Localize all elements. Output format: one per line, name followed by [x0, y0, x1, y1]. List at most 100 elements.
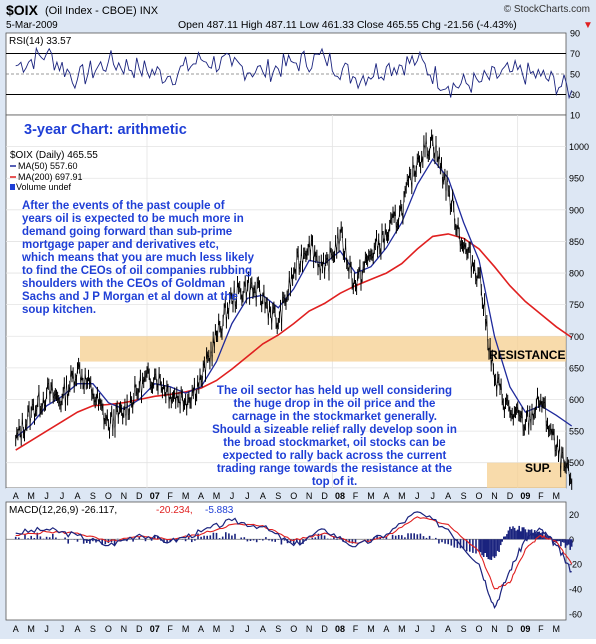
macd-tick-label: -60: [569, 609, 582, 619]
x-tick-label: O: [105, 624, 112, 634]
price-bands: [80, 336, 566, 488]
x-tick-label: A: [74, 624, 80, 634]
x-tick-label: M: [398, 491, 406, 501]
price-series: [15, 129, 573, 490]
price-tick-label: 850: [569, 237, 584, 247]
macd-tick-label: 20: [569, 510, 579, 520]
rsi-line: [15, 46, 573, 100]
rsi-tick-label: 30: [570, 90, 580, 100]
chart-date: 5-Mar-2009: [6, 20, 58, 31]
rsi-label: RSI(14) 33.57: [9, 36, 72, 47]
resistance-label: RESISTANCE: [489, 348, 565, 362]
x-tick-label: F: [538, 624, 544, 634]
price-axis: 500 550 600 650 700 750 800 850 900 950 1000: [569, 142, 589, 468]
x-tick-label: N: [491, 624, 498, 634]
x-tick-label: S: [275, 491, 281, 501]
macd-panel: [5, 501, 567, 621]
x-tick-label: A: [383, 624, 389, 634]
macd-line: [15, 511, 572, 609]
macd-signal-label: -20.234,: [156, 505, 193, 516]
support-band: [487, 462, 566, 488]
rsi-tick-label: 70: [570, 49, 580, 59]
x-tick-label: M: [367, 624, 375, 634]
x-tick-label: O: [290, 491, 297, 501]
x-tick-label: J: [415, 491, 420, 501]
x-axis-bottom: A M J J A S O N D 07 F M A M J J A S O N D 08 F M A M J J A S O N D 09 F M: [13, 624, 560, 634]
rsi-tick-label: 90: [570, 29, 580, 39]
x-tick-label: M: [553, 624, 561, 634]
x-tick-label: O: [476, 491, 483, 501]
x-tick-label: D: [321, 491, 328, 501]
annotation-oil-demand: After the events of the past couple of y…: [22, 200, 255, 316]
x-tick-label: J: [60, 624, 65, 634]
x-tick-label: A: [260, 491, 266, 501]
x-tick-label: 09: [520, 491, 530, 501]
stockcharts-brand: © StockCharts.com: [504, 4, 590, 15]
x-tick-label: M: [27, 624, 35, 634]
x-tick-label: M: [182, 491, 190, 501]
chart-symbol: $OIX: [6, 2, 39, 18]
chart-symbol-description: (Oil Index - CBOE) INX: [45, 5, 159, 17]
x-tick-label: J: [245, 624, 250, 634]
macd-series: [15, 511, 573, 609]
rsi-axis: 90 70 50 30 10: [6, 29, 580, 121]
price-tick-label: 650: [569, 363, 584, 373]
x-tick-label: J: [44, 491, 49, 501]
macd-tick-label: -40: [569, 584, 582, 594]
x-tick-label: S: [90, 624, 96, 634]
x-tick-label: A: [13, 624, 19, 634]
x-tick-label: F: [167, 491, 173, 501]
x-tick-label: A: [445, 624, 451, 634]
x-tick-label: S: [275, 624, 281, 634]
legend-ma50: MA(50) 557.60: [18, 161, 78, 171]
macd-tick-label: -20: [569, 560, 582, 570]
x-tick-label: O: [476, 624, 483, 634]
x-tick-label: 08: [335, 491, 345, 501]
price-tick-label: 950: [569, 174, 584, 184]
x-tick-label: O: [105, 491, 112, 501]
x-tick-label: M: [182, 624, 190, 634]
x-tick-label: M: [553, 491, 561, 501]
price-legend: $OIX (Daily) 465.55 MA(50) 557.60 MA(200…: [10, 150, 98, 192]
x-tick-label: F: [353, 624, 359, 634]
x-tick-label: M: [367, 491, 375, 501]
x-tick-label: S: [461, 491, 467, 501]
x-tick-label: F: [167, 624, 173, 634]
x-tick-label: N: [306, 624, 313, 634]
x-axis-band: [6, 488, 566, 502]
x-tick-label: N: [121, 491, 128, 501]
x-tick-label: M: [213, 624, 221, 634]
legend-price: $OIX (Daily) 465.55: [10, 150, 98, 161]
annotation-relief-rally: The oil sector has held up well consider…: [212, 385, 457, 488]
x-tick-label: S: [461, 624, 467, 634]
price-tick-label: 550: [569, 427, 584, 437]
price-tick-label: 800: [569, 269, 584, 279]
price-line: [15, 135, 572, 485]
legend-volume: Volume undef: [16, 182, 72, 192]
x-tick-label: D: [507, 491, 514, 501]
change-down-arrow-icon: ▼: [583, 20, 593, 31]
x-tick-label: N: [491, 491, 498, 501]
x-tick-label: S: [90, 491, 96, 501]
rsi-tick-label: 50: [570, 70, 580, 80]
price-tick-label: 500: [569, 458, 584, 468]
x-tick-label: A: [13, 491, 19, 501]
x-tick-label: J: [430, 624, 435, 634]
ma50-line: [15, 158, 573, 438]
x-tick-label: J: [230, 491, 235, 501]
ma200-line: [15, 233, 573, 451]
x-tick-label: 07: [150, 624, 160, 634]
price-tick-label: 600: [569, 395, 584, 405]
x-tick-label: M: [398, 624, 406, 634]
price-tick-label: 1000: [569, 142, 589, 152]
x-tick-label: A: [383, 491, 389, 501]
x-tick-label: D: [136, 491, 143, 501]
x-tick-label: A: [74, 491, 80, 501]
x-tick-label: M: [27, 491, 35, 501]
macd-label: MACD(12,26,9) -26.117,: [9, 505, 117, 516]
price-tick-label: 700: [569, 332, 584, 342]
x-tick-label: A: [198, 491, 204, 501]
x-tick-label: F: [538, 491, 544, 501]
